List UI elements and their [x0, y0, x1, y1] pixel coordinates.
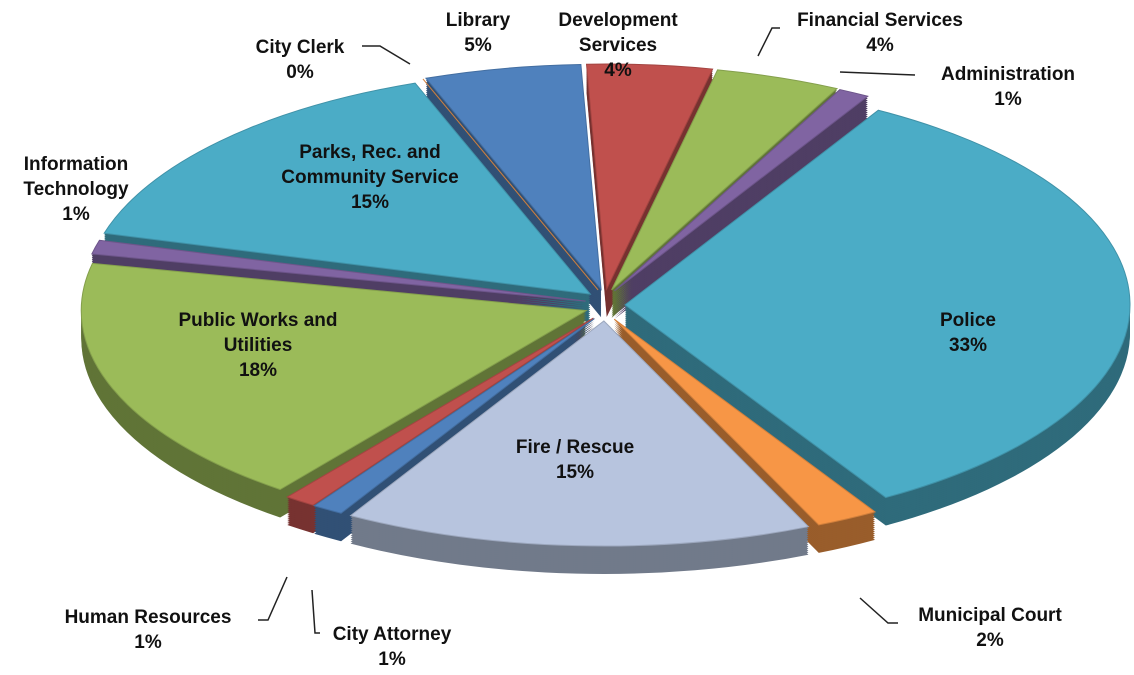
category-name: Financial Services	[797, 10, 963, 31]
slice-side	[422, 86, 599, 298]
category-name: Information Technology	[23, 154, 129, 200]
leader-line	[859, 597, 898, 624]
value-label: 18%	[238, 360, 278, 381]
category-name: Human Resources	[64, 607, 232, 628]
category-name: City Attorney	[332, 624, 452, 645]
slice-label: Municipal Court 2%	[860, 603, 1120, 653]
slice	[614, 89, 869, 292]
category-name: Parks, Rec. and Community Service	[281, 142, 459, 188]
slice	[624, 109, 1131, 499]
slice-side	[422, 84, 599, 296]
category-name: Fire / Rescue	[515, 437, 635, 458]
slice-side	[422, 90, 599, 302]
value-label: 4%	[604, 60, 632, 81]
leader-line	[362, 45, 411, 65]
leader-line	[839, 71, 916, 76]
slice	[613, 318, 877, 526]
category-name: Library	[445, 10, 511, 31]
category-name: Development Services	[558, 10, 678, 56]
value-label: 15%	[555, 462, 595, 483]
slice	[313, 318, 595, 514]
leader-line	[311, 589, 320, 634]
value-label: 1%	[378, 649, 406, 670]
value-label: 1%	[62, 204, 90, 225]
category-name: City Clerk	[255, 37, 345, 58]
slice-label: Parks, Rec. and Community Service 15%	[255, 140, 485, 215]
slice-side	[422, 82, 599, 294]
value-label: 4%	[866, 35, 894, 56]
slice-label: Financial Services 4%	[750, 8, 1010, 58]
slice	[611, 69, 839, 291]
slice-side	[422, 88, 599, 300]
slice	[80, 262, 588, 491]
slice-label: Administration 1%	[878, 62, 1134, 112]
slice-label: Development Services 4%	[533, 8, 703, 83]
slice	[91, 239, 586, 302]
slice-label: Human Resources 1%	[18, 605, 278, 655]
slice-label: Library 5%	[378, 8, 578, 58]
slice-side	[422, 80, 599, 292]
value-label: 2%	[976, 630, 1004, 651]
value-label: 33%	[948, 335, 988, 356]
leader-line	[757, 27, 780, 57]
slice-label: Information Technology 1%	[0, 152, 156, 227]
slice-label: Public Works and Utilities 18%	[158, 308, 358, 383]
slice	[103, 82, 592, 295]
value-label: 5%	[464, 35, 492, 56]
slice-label: Police 33%	[868, 308, 1068, 358]
slice	[425, 63, 602, 291]
slice	[585, 63, 714, 291]
slice	[286, 317, 594, 506]
value-label: 1%	[994, 89, 1022, 110]
slice-label: Fire / Rescue 15%	[455, 435, 695, 485]
slice	[349, 320, 810, 547]
category-name: Administration	[940, 64, 1076, 85]
value-label: 0%	[286, 62, 314, 83]
category-name: Public Works and Utilities	[178, 310, 338, 356]
value-label: 15%	[350, 192, 390, 213]
value-label: 1%	[134, 632, 162, 653]
slice-label: City Attorney 1%	[262, 622, 522, 672]
category-name: Police	[940, 310, 996, 331]
slice-label: City Clerk 0%	[200, 35, 400, 85]
leader-line	[258, 576, 288, 621]
category-name: Municipal Court	[918, 605, 1062, 626]
